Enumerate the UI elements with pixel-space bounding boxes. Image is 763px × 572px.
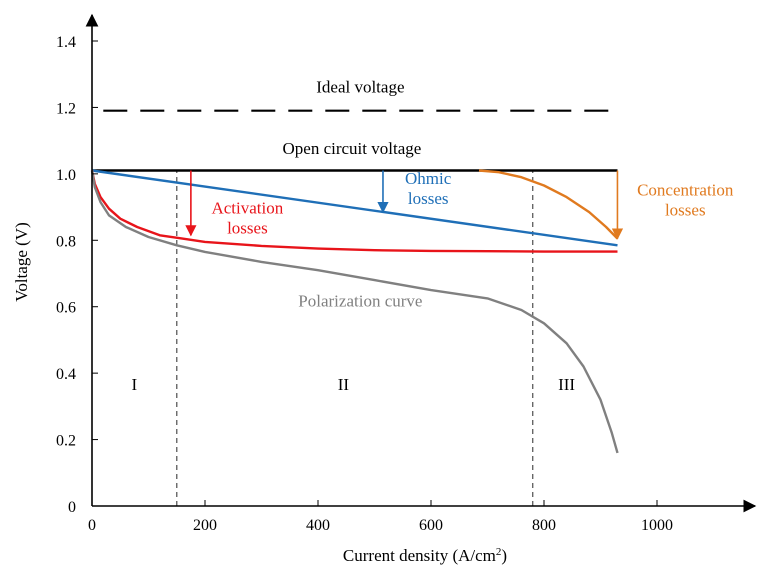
series-line-e07a1f [478, 169, 619, 240]
y-tick-label: 0.6 [56, 300, 76, 317]
y-tick-label: 0 [68, 499, 76, 516]
region-label: I [132, 375, 138, 394]
x-tick-label: 1000 [641, 517, 673, 534]
x-tick-label: 200 [193, 517, 217, 534]
y-tick-label: 1.4 [56, 34, 76, 51]
x-tick-label: 400 [306, 517, 330, 534]
region-label: II [338, 375, 350, 394]
x-axis-label: Current density (A/cm2) [343, 546, 507, 565]
annotation-polarization-curve: Polarization curve [298, 292, 422, 311]
series-line-polarization-curve [90, 170, 619, 454]
annotation-activation-losses: Activation losses [211, 199, 283, 238]
series-lines [90, 109, 619, 454]
y-axis-label: Voltage (V) [12, 222, 31, 301]
y-tick-label: 0.4 [56, 366, 76, 383]
annotation-ohmic-losses: Ohmic losses [405, 169, 452, 208]
y-tick-label: 1.0 [56, 167, 76, 184]
region-label: III [558, 375, 575, 394]
y-tick-label: 1.2 [56, 100, 76, 117]
y-tick-label: 0.2 [56, 433, 76, 450]
series-line-1f6fb7 [91, 169, 618, 247]
x-tick-label: 0 [88, 517, 96, 534]
annotation-open-circuit-voltage: Open circuit voltage [283, 139, 422, 158]
series-line-e8141a [90, 170, 618, 253]
x-tick-label: 800 [532, 517, 556, 534]
axes: 0 200 400 600 800 1000 0 0.2 0.4 0.6 0.8 1.0 1.2 1.4 [56, 13, 757, 534]
chart-labels: Current density (A/cm2) Voltage (V) I II I… [12, 77, 734, 565]
annotation-concentration-losses: Concentration losses [637, 180, 734, 219]
x-tick-label: 600 [419, 517, 443, 534]
y-tick-label: 0.8 [56, 233, 76, 250]
annotation-ideal-voltage: Ideal voltage [316, 77, 404, 96]
loss-arrows [185, 170, 624, 240]
region-dividers [176, 170, 534, 506]
